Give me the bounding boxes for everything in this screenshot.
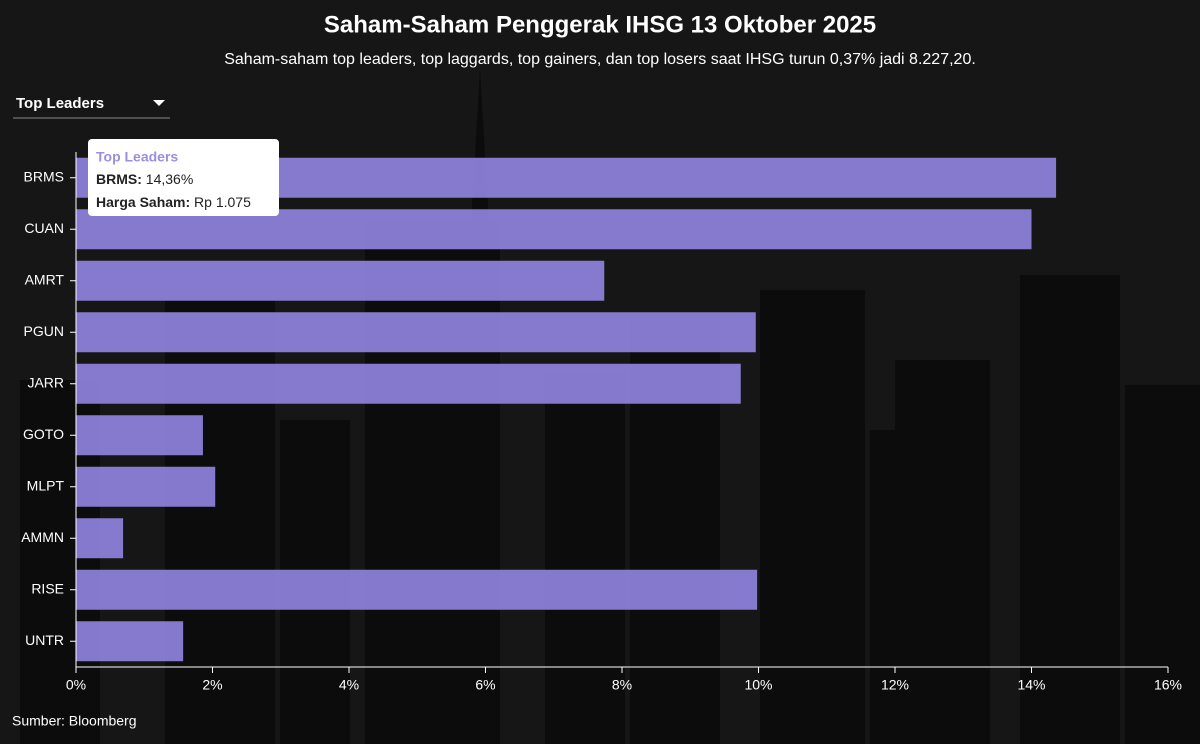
- dropdown[interactable]: Top Leaders: [13, 95, 170, 119]
- bar: [76, 621, 184, 662]
- y-tick-label: PGUN: [24, 323, 64, 339]
- tooltip: Top Leaders BRMS: 14,36% Harga Saham: Rp…: [88, 139, 279, 216]
- x-tick-label: 12%: [881, 677, 909, 693]
- tooltip-box: [88, 139, 279, 216]
- chart-subtitle: Saham-saham top leaders, top laggards, t…: [224, 51, 976, 68]
- bar: [76, 466, 216, 507]
- x-tick-label: 10%: [744, 677, 772, 693]
- tooltip-line: BRMS: 14,36%: [96, 171, 193, 187]
- x-tick-label: 8%: [612, 677, 632, 693]
- y-tick-label: CUAN: [24, 220, 64, 236]
- y-tick-label: BRMS: [24, 168, 64, 184]
- tooltip-value: 14,36%: [146, 171, 193, 187]
- bar: [76, 312, 756, 353]
- y-tick-label: GOTO: [23, 426, 64, 442]
- y-tick-label: JARR: [27, 374, 64, 390]
- x-tick-label: 6%: [475, 677, 495, 693]
- x-tick-label: 4%: [339, 677, 359, 693]
- tooltip-line: Harga Saham: Rp 1.075: [96, 194, 251, 210]
- y-tick-label: AMRT: [25, 271, 65, 287]
- tooltip-value: Rp 1.075: [194, 194, 251, 210]
- source: Sumber: Bloomberg: [12, 713, 137, 729]
- x-tick-label: 16%: [1154, 677, 1182, 693]
- bar: [76, 363, 741, 404]
- dropdown-arrow[interactable]: [153, 100, 165, 106]
- y-tick-label: AMMN: [21, 529, 64, 545]
- dropdown-label[interactable]: Top Leaders: [16, 95, 104, 112]
- x-tick-label: 14%: [1017, 677, 1045, 693]
- tooltip-label: Harga Saham:: [96, 194, 190, 210]
- chart-title: Saham-Saham Penggerak IHSG 13 Oktober 20…: [324, 11, 876, 38]
- y-tick-label: MLPT: [27, 477, 65, 493]
- x-tick-label: 2%: [202, 677, 222, 693]
- bar: [76, 569, 758, 610]
- tooltip-title: Top Leaders: [96, 149, 178, 165]
- bar: [76, 518, 124, 559]
- tooltip-label: BRMS:: [96, 171, 142, 187]
- x-tick-label: 0%: [66, 677, 86, 693]
- bar: [76, 260, 605, 301]
- y-tick-label: UNTR: [25, 632, 64, 648]
- bar: [76, 415, 203, 456]
- y-tick-label: RISE: [31, 580, 64, 596]
